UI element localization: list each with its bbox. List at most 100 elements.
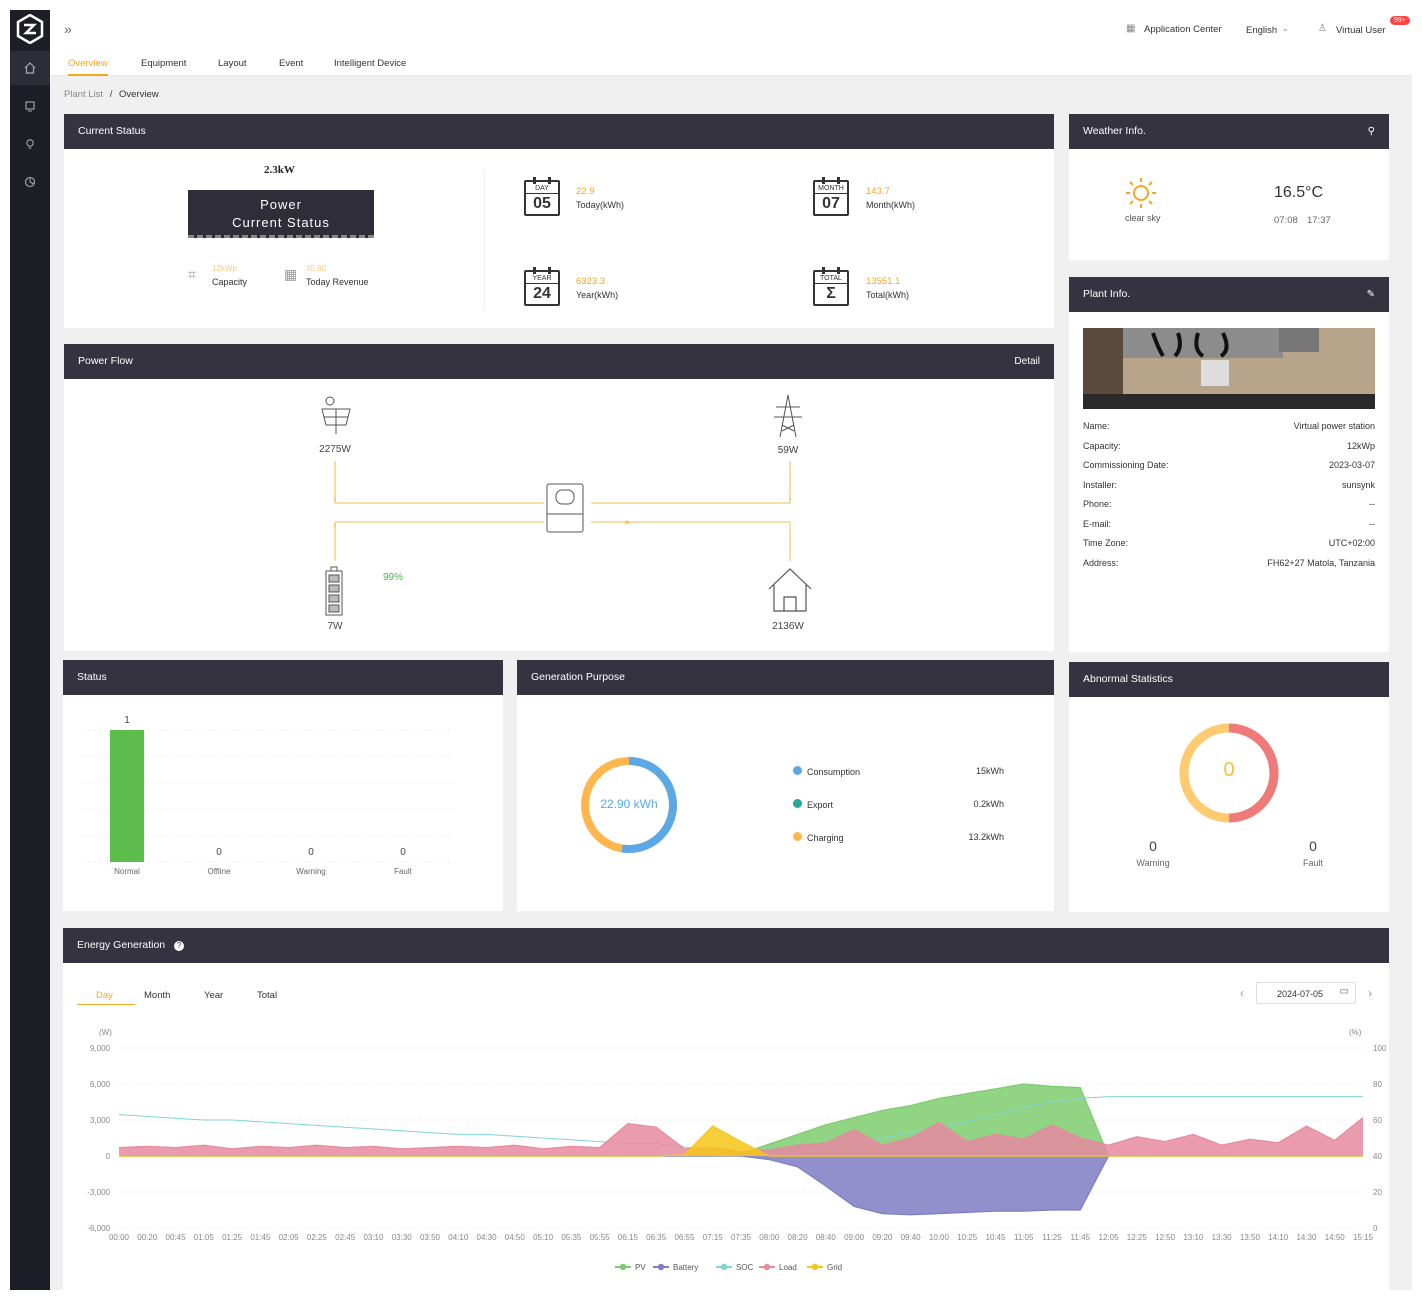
bar-category-label: Normal <box>114 867 140 876</box>
language-select[interactable]: English <box>1246 25 1278 36</box>
x-tick: 04:50 <box>505 1233 526 1242</box>
sidebar-bulb[interactable] <box>10 127 50 161</box>
svg-text:↑: ↑ <box>333 521 338 531</box>
card-title: Energy Generation ? <box>63 928 1389 963</box>
card-title: Weather Info. <box>1069 114 1389 149</box>
breadcrumb-parent[interactable]: Plant List <box>64 89 104 100</box>
status-display: Power Current Status <box>188 190 374 238</box>
x-tick: 06:55 <box>674 1233 695 1242</box>
card-title: Current Status <box>64 114 1054 149</box>
energy-generation-card: Energy Generation ? Day Month Year Total… <box>63 928 1389 1290</box>
link-icon[interactable]: ⚲ <box>1367 126 1375 137</box>
x-tick: 09:40 <box>901 1233 922 1242</box>
tab-overview[interactable]: Overview <box>68 50 108 76</box>
y-left-tick: 3,000 <box>90 1116 111 1125</box>
x-tick: 08:40 <box>816 1233 837 1242</box>
tab-total[interactable]: Total <box>257 990 278 1001</box>
y-right-tick: 100 <box>1373 1044 1387 1053</box>
legend-value: 15kWh <box>975 766 1004 776</box>
plant-info-card: Plant Info. ✎ Name: Virtual power station… <box>1069 277 1389 652</box>
bar-category-label: Warning <box>296 867 326 876</box>
bar-value-label: 1 <box>124 715 130 726</box>
bar-category-label: Fault <box>394 867 413 876</box>
breadcrumb-sep: / <box>109 89 113 100</box>
revenue-label: Today Revenue <box>306 277 369 287</box>
abnormal-total: 0 <box>1223 759 1235 781</box>
x-tick: 13:10 <box>1183 1233 1204 1242</box>
tab-layout[interactable]: Layout <box>218 58 247 69</box>
series-area-battery <box>119 1156 1363 1215</box>
x-tick: 04:10 <box>448 1233 469 1242</box>
legend-value: 13.2kWh <box>968 832 1004 842</box>
sunset-time: 17:37 <box>1307 215 1331 226</box>
notification-badge[interactable]: 99+ <box>1390 16 1410 25</box>
month-calendar-icon: MONTH 07 <box>813 177 849 216</box>
svg-text:↓: ↓ <box>333 492 338 502</box>
info-key: Name: <box>1083 421 1110 431</box>
x-tick: 08:00 <box>759 1233 780 1242</box>
date-picker[interactable]: 2024-07-05 ▭ <box>1256 982 1356 1004</box>
edit-icon[interactable]: ✎ <box>1366 289 1375 300</box>
series-line-battery <box>119 1155 1363 1216</box>
month-label: Month(kWh) <box>866 200 916 210</box>
user-icon: ♙ <box>1318 23 1327 34</box>
x-tick: 14:50 <box>1325 1233 1346 1242</box>
temperature: 16.5°C <box>1274 184 1324 201</box>
pie-icon <box>24 176 36 188</box>
tab-intelligent-device[interactable]: Intelligent Device <box>334 58 407 69</box>
application-center-link[interactable]: Application Center <box>1144 24 1222 35</box>
x-tick: 01:05 <box>194 1233 215 1242</box>
legend-label: Charging <box>807 833 844 843</box>
user-menu[interactable]: Virtual User <box>1336 25 1386 36</box>
legend-label: Consumption <box>807 767 861 777</box>
legend-label[interactable]: Battery <box>673 1263 698 1272</box>
x-tick: 09:20 <box>872 1233 893 1242</box>
tab-equipment[interactable]: Equipment <box>141 58 187 69</box>
detail-link[interactable]: Detail <box>1014 356 1040 367</box>
y-left-tick: -3,000 <box>87 1188 110 1197</box>
left-axis-unit: (W) <box>99 1028 112 1037</box>
legend-item: Export <box>793 799 833 811</box>
tab-month[interactable]: Month <box>144 990 171 1001</box>
info-key: Installer: <box>1083 479 1118 490</box>
app-logo-icon[interactable] <box>16 14 44 44</box>
dot-icon <box>793 799 802 808</box>
prev-date-icon[interactable]: ‹ <box>1240 986 1244 1000</box>
current-status-card: Current Status 2.3kW Power Current Statu… <box>64 114 1054 328</box>
info-key: Time Zone: <box>1083 538 1129 548</box>
legend-label[interactable]: PV <box>635 1263 646 1272</box>
x-tick: 07:15 <box>703 1233 724 1242</box>
sidebar-home[interactable] <box>10 51 50 85</box>
legend-label[interactable]: SOC <box>736 1263 754 1272</box>
legend-label[interactable]: Load <box>779 1263 797 1272</box>
left-sidebar <box>10 10 50 1290</box>
legend-label[interactable]: Grid <box>827 1263 842 1272</box>
tab-day-underline <box>77 1004 135 1005</box>
year-num: 24 <box>533 285 551 302</box>
bar-value-label: 0 <box>400 847 406 858</box>
month-num: 07 <box>822 195 840 212</box>
expand-icon[interactable]: » <box>64 21 72 37</box>
warning-count: 0 <box>1149 838 1157 854</box>
help-icon[interactable]: ? <box>174 941 185 951</box>
next-date-icon[interactable]: › <box>1368 986 1372 1000</box>
tab-event[interactable]: Event <box>279 58 304 69</box>
sidebar-monitor[interactable] <box>10 89 50 123</box>
x-tick: 10:45 <box>985 1233 1006 1242</box>
sun-icon <box>1126 178 1156 208</box>
energy-title: Energy Generation <box>77 939 166 951</box>
total-label: Total(kWh) <box>866 290 910 300</box>
x-tick: 14:10 <box>1268 1233 1289 1242</box>
tab-year[interactable]: Year <box>204 990 224 1001</box>
x-tick: 11:05 <box>1014 1233 1034 1242</box>
card-title: Plant Info. <box>1069 277 1389 312</box>
x-tick: 08:20 <box>788 1233 809 1242</box>
x-tick: 11:45 <box>1071 1233 1091 1242</box>
y-right-tick: 80 <box>1373 1080 1382 1089</box>
y-right-tick: 40 <box>1373 1152 1382 1161</box>
x-tick: 13:50 <box>1240 1233 1261 1242</box>
tab-day[interactable]: Day <box>96 990 113 1001</box>
sidebar-stats[interactable] <box>10 165 50 199</box>
total-tag: TOTAL <box>815 273 847 284</box>
divider <box>484 170 485 310</box>
